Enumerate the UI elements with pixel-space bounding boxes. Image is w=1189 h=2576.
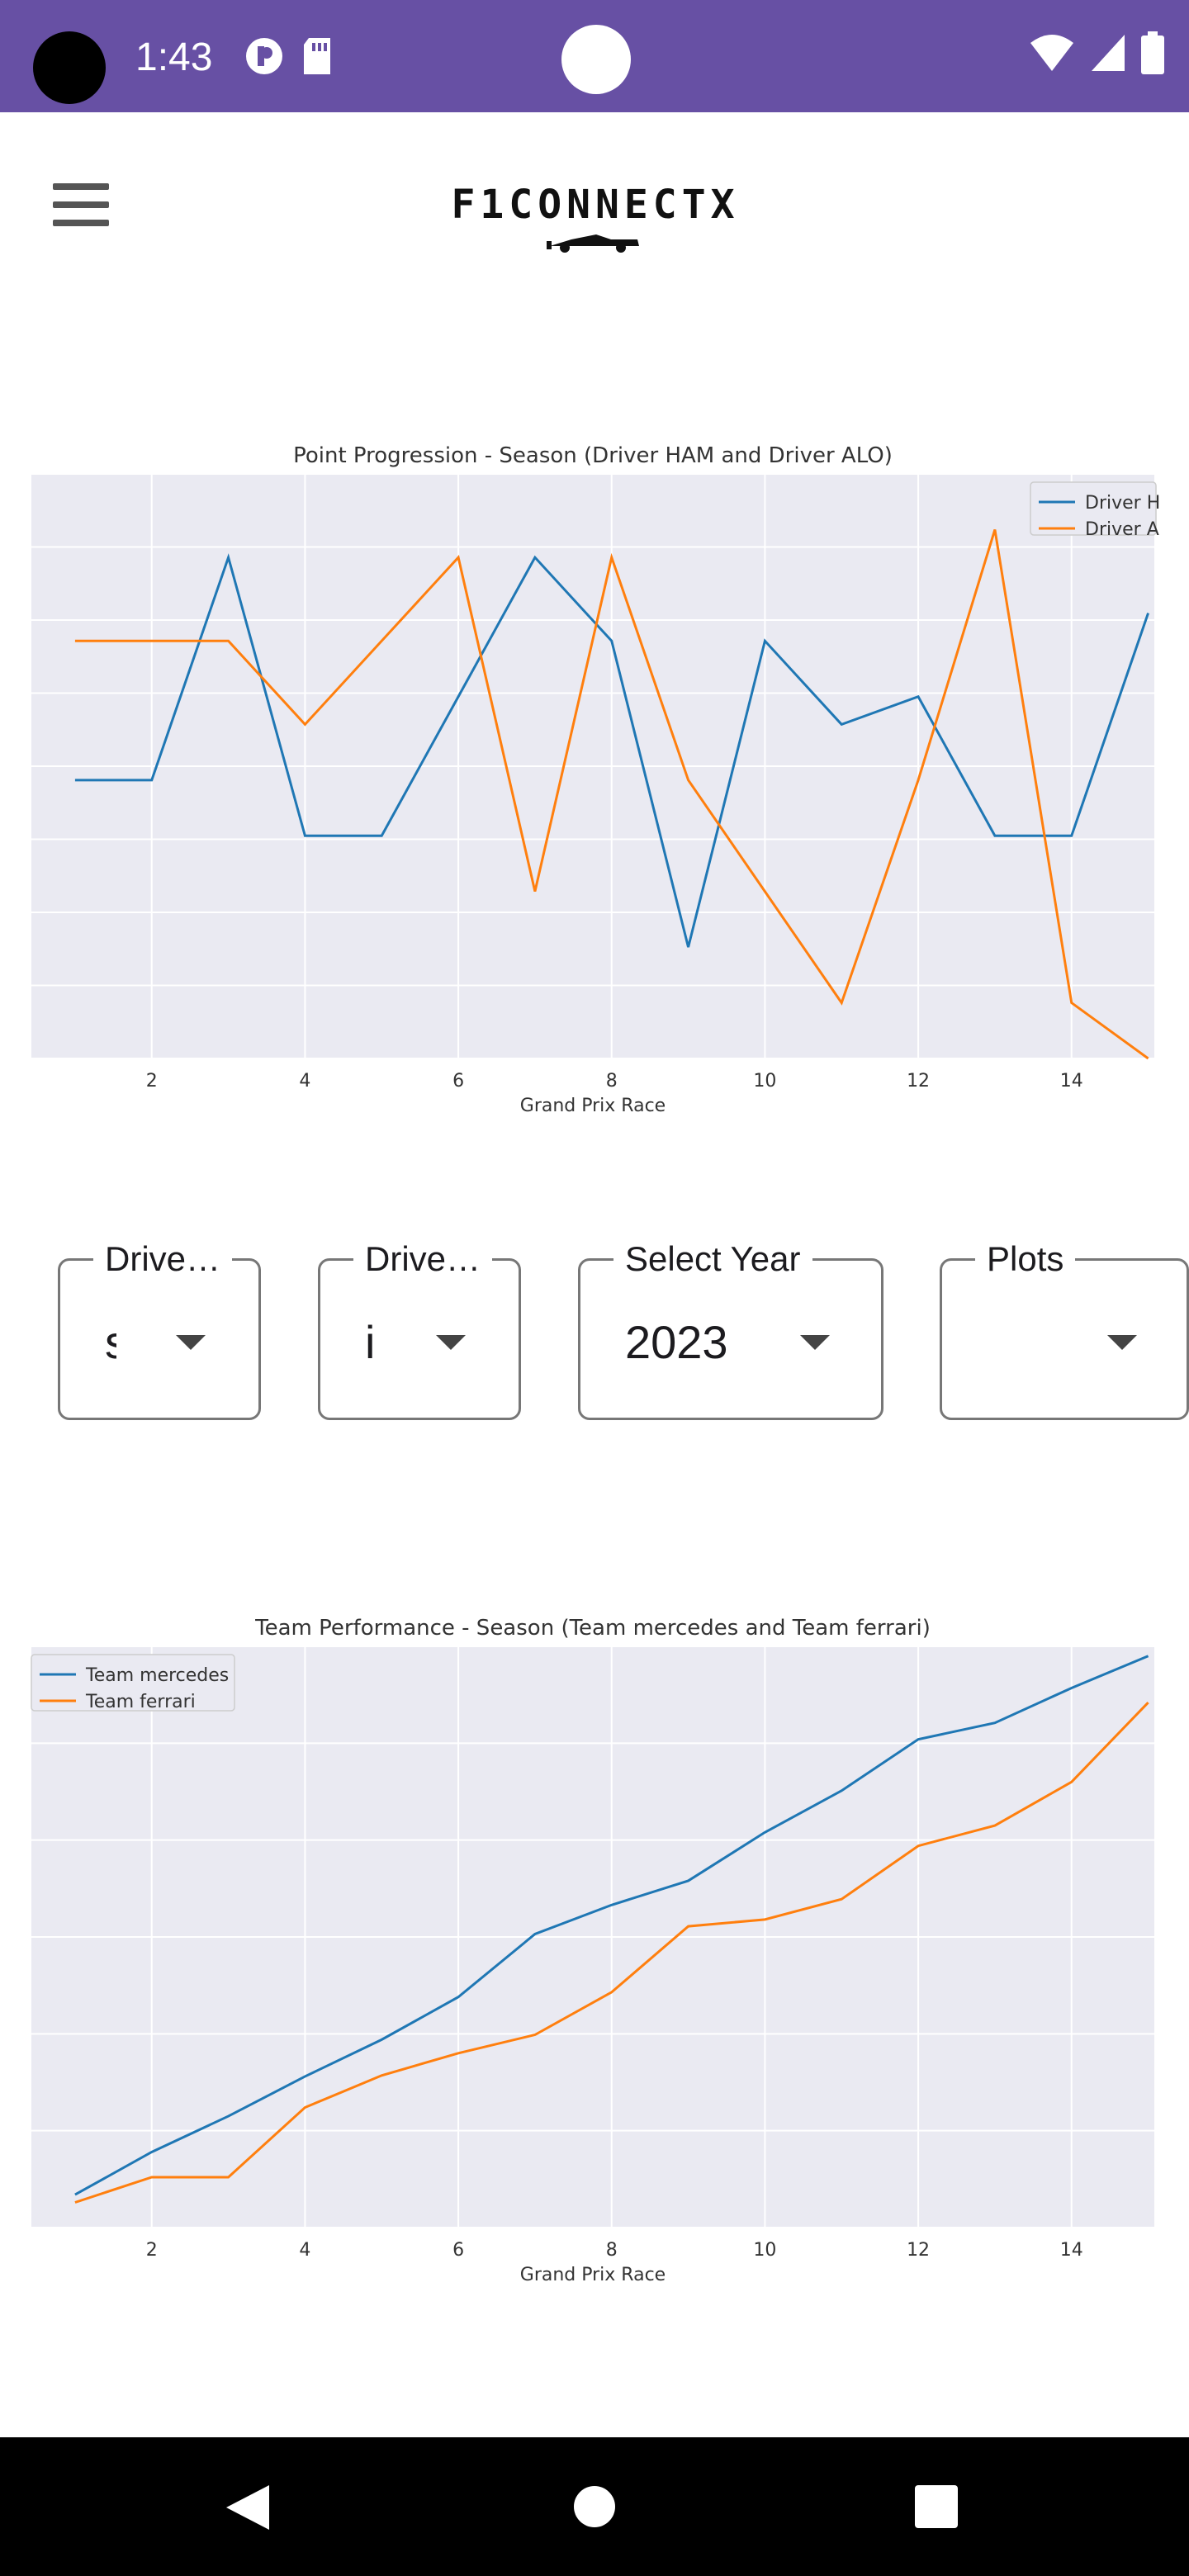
chevron-down-icon [1107,1335,1137,1350]
driver2-dropdown[interactable]: Drive… i [318,1236,521,1420]
chart-legend: Team mercedes Team ferrari [31,1654,235,1712]
x-tick-label: 8 [606,1071,618,1091]
x-tick-label: 12 [907,2240,930,2261]
battery-icon [1141,31,1164,74]
status-notification-icons [244,36,334,76]
series-line-0 [74,553,1149,948]
chart-team-performance-svg: Team Performance - Season (Team mercedes… [31,1616,1154,2285]
series-line-1 [74,1702,1149,2204]
year-dropdown[interactable]: Select Year 2023 [578,1236,883,1420]
chevron-down-icon [176,1335,206,1350]
driver2-dropdown-label: Drive… [353,1236,492,1282]
sd-card-icon [304,38,330,74]
status-bar: 1:43 [0,0,1189,112]
x-tick-label: 8 [606,2240,618,2261]
legend-label-0: Driver H [1085,493,1160,514]
legend-box [31,1654,235,1712]
legend-label-0: Team mercedes [85,1665,229,1686]
status-time: 1:43 [135,36,213,79]
camera-cutout [33,31,106,104]
chart-title: Team Performance - Season (Team mercedes… [254,1616,931,1641]
x-tick-label: 14 [1060,1071,1083,1091]
x-tick-label: 14 [1060,2240,1083,2261]
x-tick-label: 12 [907,1071,930,1091]
chart-legend: Driver H Driver A [1030,481,1160,540]
legend-label-1: Driver A [1085,519,1159,540]
plots-dropdown-label: Plots [975,1236,1076,1282]
x-tick-label: 4 [299,1071,310,1091]
x-tick-label: 6 [452,1071,464,1091]
logo-text: F1CONNECTX [451,182,740,228]
system-icons [1029,31,1164,74]
x-tick-label: 2 [146,2240,158,2261]
point-progression-chart: Point Progression - Season (Driver HAM a… [0,429,1189,1123]
x-axis-label: Grand Prix Race [520,2265,666,2285]
series-line-0 [74,1655,1149,2196]
x-tick-label: 10 [753,1071,776,1091]
chevron-down-icon [800,1335,830,1350]
x-axis-label: Grand Prix Race [520,1096,666,1116]
year-dropdown-label: Select Year [613,1236,812,1282]
driver1-dropdown[interactable]: Drive… s [58,1236,261,1420]
chart-point-progression-svg: Point Progression - Season (Driver HAM a… [31,443,1160,1116]
record-icon [246,38,282,74]
navigation-bar [0,2437,1189,2576]
recents-icon[interactable] [915,2485,958,2528]
hamburger-menu-icon[interactable] [53,183,109,230]
chart-title: Point Progression - Season (Driver HAM a… [293,443,893,468]
legend-label-1: Team ferrari [85,1692,196,1712]
x-tick-label: 10 [753,2240,776,2261]
series-line-1 [74,528,1149,1060]
team-performance-chart: Team Performance - Season (Team mercedes… [0,1602,1189,2295]
plots-dropdown[interactable]: Plots [940,1236,1189,1420]
x-tick-label: 2 [146,1071,158,1091]
wifi-icon [1030,35,1073,71]
driver1-dropdown-label: Drive… [93,1236,232,1282]
home-icon[interactable] [573,2485,616,2528]
legend-box [1030,481,1157,536]
race-car-icon [547,234,639,253]
driver2-dropdown-value: i [365,1316,376,1368]
x-tick-label: 6 [452,2240,464,2261]
x-tick-label: 4 [299,2240,310,2261]
year-dropdown-value: 2023 [625,1316,728,1368]
camera-pill [561,25,631,94]
chevron-down-icon [436,1335,466,1350]
app-bar: F1CONNECTX [0,112,1189,294]
driver1-dropdown-value: s [105,1316,116,1368]
back-icon[interactable] [225,2484,271,2531]
signal-icon [1092,35,1125,71]
app-logo: F1CONNECTX [393,182,798,264]
